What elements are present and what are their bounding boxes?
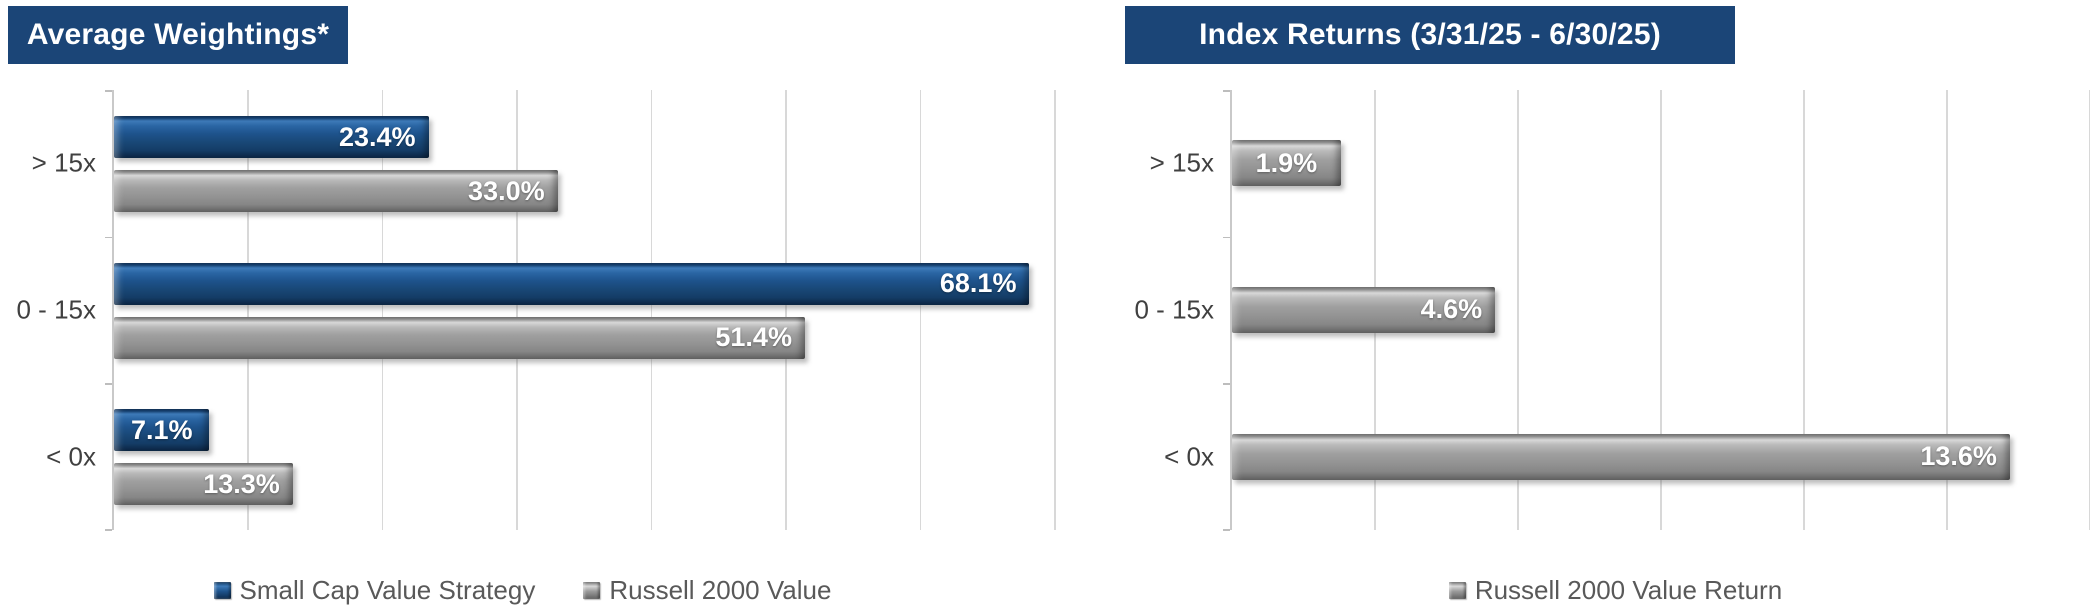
bar-value-label: 13.3%: [203, 468, 280, 499]
axis-tick: [1223, 236, 1230, 239]
legend-label: Russell 2000 Value Return: [1474, 574, 1783, 605]
bar-value-label: 7.1%: [130, 414, 193, 445]
gridline: [1660, 90, 1662, 530]
bar->15x-s1: 33.0%: [114, 170, 558, 212]
axis-tick: [1223, 383, 1230, 385]
gridline: [381, 90, 384, 530]
gridline: [650, 90, 653, 530]
category-label: < 0x: [46, 441, 96, 472]
bar-value-label: 4.6%: [1420, 294, 1483, 325]
bar-0-15x-s0: 4.6%: [1232, 286, 1496, 333]
legend: Russell 2000 Value Return: [1045, 572, 2090, 608]
legend-item: Russell 2000 Value Return: [1448, 574, 1783, 606]
chart-title: Average Weightings*: [26, 18, 330, 51]
bar-<0x-s0: 7.1%: [114, 409, 210, 452]
bar-value-label: 13.6%: [1920, 441, 1997, 472]
bar-<0x-s0: 13.6%: [1232, 433, 2010, 480]
category-band: < 0x 7.1% 13.3%: [46, 383, 1055, 530]
gridline: [919, 90, 922, 530]
gridline: [516, 90, 518, 530]
category-band: > 15x 1.9%: [1150, 90, 2090, 237]
legend-item: Russell 2000 Value: [583, 575, 831, 606]
category-label: > 15x: [1149, 147, 1214, 178]
category-label: 0 - 15x: [1134, 294, 1215, 325]
legend-swatch-gray: [1448, 581, 1466, 599]
gridline: [247, 90, 249, 530]
bar->15x-s0: 1.9%: [1232, 140, 1341, 187]
gridline: [1517, 90, 1519, 530]
plot-area: > 15x 1.9% 0 - 15x 4.6% < 0x 13.6%: [1135, 90, 2090, 531]
chart-index-returns: Index Returns (3/31/25 - 6/30/25) > 15x 1…: [1045, 0, 2090, 610]
chart-title: Index Returns (3/31/25 - 6/30/25): [1199, 18, 1661, 51]
axis-tick: [105, 236, 112, 239]
category-band: < 0x 13.6%: [1164, 383, 2090, 530]
category-band: 0 - 15x 4.6%: [1135, 237, 2090, 384]
category-label: < 0x: [1164, 441, 1214, 472]
bar->15x-s0: 23.4%: [114, 116, 429, 158]
chart-title-box: Index Returns (3/31/25 - 6/30/25): [1125, 6, 1735, 64]
legend-swatch-gray: [583, 581, 601, 599]
bar-value-label: 33.0%: [468, 175, 545, 206]
gridline: [1054, 90, 1056, 530]
bar-value-label: 51.4%: [715, 322, 792, 353]
axis-tick: [1223, 529, 1230, 531]
bar-0-15x-s0: 68.1%: [114, 262, 1030, 305]
axis-tick: [105, 529, 112, 531]
chart-average-weightings: Average Weightings* > 15x 23.4% 33.0% 0 - 1…: [0, 6, 1056, 608]
gridline: [785, 90, 787, 530]
bar-0-15x-s1: 51.4%: [114, 316, 805, 359]
axis-tick: [105, 90, 112, 92]
legend-swatch-blue: [213, 581, 231, 599]
bar-value-label: 23.4%: [339, 121, 416, 152]
category-label: > 15x: [31, 147, 96, 178]
gridline: [1803, 90, 1805, 530]
axis-tick: [1223, 90, 1230, 92]
legend-label: Small Cap Value Strategy: [239, 574, 536, 605]
chart-title-box: Average Weightings*: [8, 6, 348, 64]
gridline: [1946, 90, 1948, 530]
category-label: 0 - 15x: [16, 294, 97, 325]
legend-item: Small Cap Value Strategy: [213, 574, 536, 606]
bar-<0x-s1: 13.3%: [114, 463, 293, 506]
axis-tick: [105, 383, 112, 385]
bar-value-label: 1.9%: [1255, 147, 1318, 178]
category-band: > 15x 23.4% 33.0%: [32, 90, 1055, 237]
legend-label: Russell 2000 Value: [609, 574, 832, 605]
plot-area: > 15x 23.4% 33.0% 0 - 15x 68.1% 51.4% < 0x 7.1%…: [17, 90, 1056, 531]
bar-value-label: 68.1%: [939, 268, 1017, 299]
category-band: 0 - 15x 68.1% 51.4%: [17, 237, 1055, 384]
legend: Small Cap Value Strategy Russell 2000 Va…: [0, 572, 1045, 608]
